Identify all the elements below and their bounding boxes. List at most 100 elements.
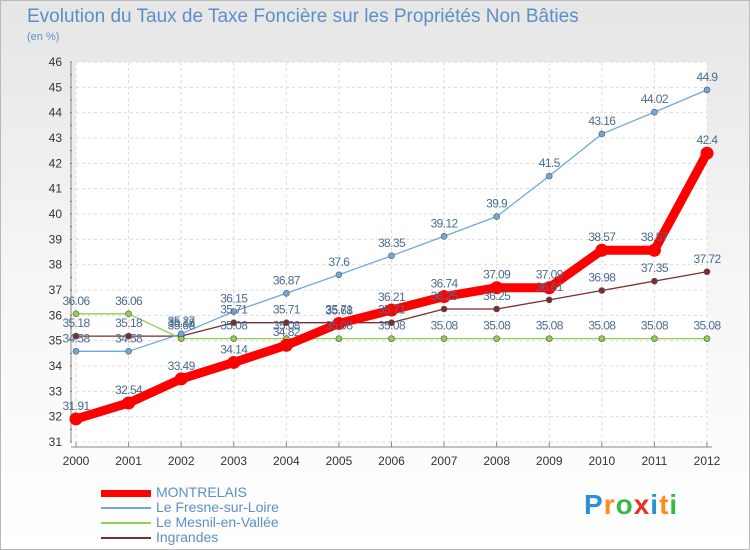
data-point: [72, 348, 80, 355]
data-point: [700, 146, 714, 160]
data-label: 44.9: [697, 70, 719, 84]
data-label: 37.09: [536, 268, 564, 282]
x-tick-label: 2003: [220, 454, 247, 468]
logo-letter: P: [584, 489, 604, 520]
data-label: 37.6: [328, 255, 350, 269]
data-label: 39.12: [431, 216, 459, 230]
data-point: [493, 213, 500, 220]
data-point: [72, 332, 80, 340]
data-label: 36.61: [536, 280, 564, 294]
proxiti-logo[interactable]: Proxiti: [584, 489, 678, 521]
data-label: 36.87: [273, 273, 301, 287]
x-tick-label: 2010: [588, 454, 615, 468]
data-label: 35.71: [378, 303, 406, 317]
data-point: [122, 396, 136, 410]
data-label: 35.08: [431, 319, 459, 333]
x-tick-label: 2004: [273, 454, 300, 468]
data-point: [230, 308, 238, 315]
logo-letter: x: [633, 489, 651, 520]
data-point: [335, 335, 343, 342]
data-label: 35.18: [115, 316, 143, 330]
chart-title: Evolution du Taux de Taxe Foncière sur l…: [27, 6, 579, 27]
data-point: [174, 372, 188, 386]
data-point: [230, 319, 238, 326]
legend-label: Ingrandes: [156, 529, 219, 545]
y-tick-label: 34: [49, 359, 63, 373]
y-tick-label: 33: [49, 384, 63, 398]
data-point: [388, 319, 395, 326]
data-label: 35.18: [168, 316, 196, 330]
data-point: [703, 268, 711, 276]
data-label: 37.35: [641, 261, 669, 275]
x-tick-label: 2007: [431, 454, 458, 468]
data-label: 35.08: [536, 319, 564, 333]
data-label: 36.15: [220, 292, 248, 306]
data-point: [440, 335, 448, 342]
x-tick-label: 2006: [378, 454, 405, 468]
legend-swatch: [101, 507, 151, 509]
data-label: 38.35: [378, 236, 406, 250]
data-point: [283, 319, 290, 326]
data-point: [385, 303, 398, 317]
data-label: 35.71: [220, 303, 248, 317]
data-point: [440, 305, 448, 313]
data-point: [283, 289, 290, 297]
data-label: 39.9: [486, 197, 508, 211]
x-tick-label: 2001: [115, 454, 142, 468]
data-point: [72, 310, 80, 318]
data-label: 36.06: [115, 294, 143, 308]
data-point: [125, 348, 132, 355]
data-point: [598, 287, 606, 294]
y-tick-label: 45: [49, 80, 63, 94]
data-point: [598, 130, 606, 138]
logo-letter: i: [650, 489, 660, 520]
y-tick-label: 42: [49, 156, 63, 170]
data-point: [493, 335, 500, 342]
x-tick-label: 2009: [536, 454, 563, 468]
data-label: 35.08: [588, 319, 616, 333]
data-label: 38.57: [588, 230, 616, 244]
data-point: [651, 108, 658, 116]
data-point: [545, 296, 553, 304]
y-tick-label: 31: [49, 435, 63, 449]
data-point: [69, 412, 83, 426]
y-tick-label: 46: [49, 55, 63, 69]
data-label: 34.58: [115, 331, 143, 345]
data-label: 35.68: [325, 303, 353, 317]
logo-letter: i: [669, 489, 679, 520]
legend-label: MONTRELAIS: [156, 484, 248, 500]
x-tick-label: 2011: [642, 454, 668, 468]
data-point: [542, 281, 556, 295]
data-point: [490, 281, 504, 295]
y-tick-label: 40: [49, 207, 63, 221]
x-tick-label: 2008: [483, 454, 510, 468]
chart-subtitle: (en %): [27, 31, 60, 43]
data-point: [388, 252, 395, 260]
x-tick-label: 2000: [63, 454, 90, 468]
data-label: 35.08: [325, 319, 353, 333]
data-label: 35.08: [220, 319, 248, 333]
x-tick-label: 2005: [326, 454, 353, 468]
data-point: [493, 305, 500, 313]
data-label: 35.08: [693, 319, 721, 333]
data-point: [440, 232, 448, 240]
legend-label: Le Fresne-sur-Loire: [156, 499, 279, 515]
data-label: 42.4: [697, 133, 719, 147]
data-point: [598, 335, 606, 342]
data-label: 36.21: [378, 290, 406, 304]
data-point: [703, 86, 711, 94]
data-point: [703, 335, 711, 342]
data-label: 35.08: [378, 319, 406, 333]
logo-letter: t: [659, 489, 670, 520]
data-point: [227, 355, 241, 369]
legend-swatch: [101, 537, 151, 539]
data-point: [125, 332, 132, 340]
data-label: 34.82: [273, 325, 301, 339]
data-point: [651, 277, 658, 285]
data-point: [545, 172, 553, 180]
data-label: 33.49: [168, 359, 196, 373]
data-label: 34.14: [220, 342, 248, 356]
data-point: [595, 243, 609, 257]
data-label: 37.72: [693, 252, 721, 266]
